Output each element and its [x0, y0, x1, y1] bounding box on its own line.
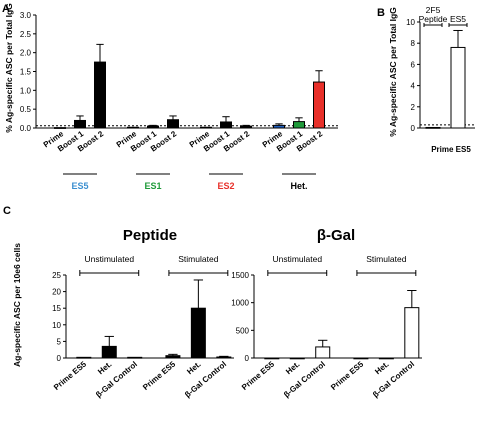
panel-c-peptide-category-label: Prime ES5	[141, 359, 178, 392]
panel-a-bar	[220, 121, 232, 129]
panel-c-bgal-bar	[378, 357, 394, 360]
panel-c-bgal-category-label: Het.	[284, 360, 301, 377]
panel-c-bgal-condition-label: Unstimulated	[272, 254, 322, 264]
panel-c-peptide-ytick-label: 15	[52, 304, 61, 313]
panel-b-ytick-label: 10	[406, 18, 415, 27]
panel-c-peptide-category-label: Het.	[185, 360, 202, 377]
panel-a-bar	[94, 61, 106, 129]
panel-a-ytick-label: 0.0	[20, 124, 32, 133]
panel-c-bgal-ytick-label: 1500	[231, 271, 249, 280]
panel-c-peptide-title: Peptide	[123, 227, 177, 244]
panel-a-ytick-label: 0.5	[20, 105, 32, 114]
panel-c-bgal-bar	[289, 357, 305, 360]
panel-c-peptide-bar	[190, 307, 206, 359]
panel-c-peptide-bar	[127, 356, 143, 359]
panel-c-bgal-ytick-label: 500	[236, 326, 250, 335]
panel-c-peptide-condition-label: Unstimulated	[84, 254, 134, 264]
panel-a-ylabel: % Ag-specific ASC per Total IgG	[4, 3, 14, 133]
panel-a-ytick-label: 1.0	[20, 86, 32, 95]
panel-a-ytick-label: 3.0	[20, 11, 32, 20]
panel-letter-b: B	[377, 7, 385, 19]
panel-b-bracket-label: Peptide	[419, 14, 448, 24]
panel-a-bar	[54, 127, 66, 129]
panel-a-bar	[147, 125, 159, 129]
panel-b-bracket-label: 2F5	[426, 5, 441, 15]
panel-c-bgal-bar	[315, 346, 331, 359]
panel-a-group-label: ES2	[217, 181, 234, 191]
panel-c-bgal-ytick-label: 0	[245, 354, 250, 363]
panel-a-bar	[167, 119, 179, 129]
panel-a-bar	[240, 125, 252, 129]
panel-b-bar	[450, 46, 466, 129]
panel-c-peptide-ytick-label: 25	[52, 271, 61, 280]
panel-a-chart: % Ag-specific ASC per Total IgG 0.0 0.5 1.…	[4, 3, 338, 191]
panel-b-ytick-label: 0	[411, 124, 416, 133]
panel-b-bar	[425, 126, 441, 129]
panel-a-bar	[293, 121, 305, 129]
panel-a-ytick-label: 1.5	[20, 68, 32, 77]
panel-c-bgal-condition-label: Stimulated	[366, 254, 406, 264]
panel-a-bar	[200, 126, 212, 129]
panel-b-chart: % Ag-specific ASC per Total IgG Prime ES…	[388, 5, 475, 154]
panel-c-bgal-bar	[404, 307, 420, 359]
panel-a-group-label: ES1	[144, 181, 161, 191]
panel-c-peptide-bar	[165, 355, 181, 359]
panel-a-bar	[127, 126, 139, 129]
panel-b-ytick-label: 8	[411, 39, 416, 48]
panel-c-ylabel: Ag-specific ASC per 10e6 cells	[12, 243, 22, 367]
panel-c-peptide-category-label: Het.	[96, 360, 113, 377]
panel-a-bar	[313, 81, 325, 129]
panel-c-bgal-ytick-label: 1000	[231, 299, 249, 308]
panel-b-ytick-label: 2	[411, 103, 416, 112]
panel-b-xlabel: Prime ES5	[431, 145, 471, 154]
panel-c-peptide-condition-label: Stimulated	[178, 254, 218, 264]
panel-c-peptide-category-label: Prime ES5	[52, 359, 89, 392]
panel-a-ytick-label: 2.5	[20, 30, 32, 39]
panel-a-group-label: Het.	[290, 181, 307, 191]
panel-c-bgal-category-label: Prime ES5	[240, 359, 277, 392]
panel-c-bgal-title: β-Gal	[317, 227, 355, 244]
panel-b-ytick-label: 4	[411, 82, 416, 91]
panel-c-bgal-category-label: Het.	[373, 360, 390, 377]
panel-letter-a: A	[2, 3, 10, 15]
panel-c-peptide-ytick-label: 5	[57, 337, 62, 346]
panel-b-ylabel: % Ag-specific ASC per Total IgG	[388, 7, 398, 137]
panel-a-bar	[74, 119, 86, 129]
panel-letter-c: C	[3, 205, 11, 217]
panel-c-bgal-category-label: Prime ES5	[329, 359, 366, 392]
panel-c-peptide-bar	[76, 356, 92, 359]
panel-c-peptide-bar	[101, 345, 117, 359]
panel-c-bgal-bar	[264, 357, 280, 360]
panel-c-bgal-bar	[353, 357, 369, 360]
panel-b-bracket-label: ES5	[450, 14, 466, 24]
panel-a-bar	[273, 124, 285, 129]
panel-c-peptide-ytick-label: 0	[57, 354, 62, 363]
panel-a-group-label: ES5	[71, 181, 88, 191]
panel-c-peptide-bar	[216, 356, 232, 359]
panel-c-peptide-ytick-label: 20	[52, 288, 61, 297]
panel-b-ytick-label: 6	[411, 60, 416, 69]
panel-c-peptide-ytick-label: 10	[52, 321, 61, 330]
panel-a-ytick-label: 2.0	[20, 49, 32, 58]
panel-c-peptide-chart: Peptide Ag-specific ASC per 10e6 cells 0…	[12, 227, 234, 399]
